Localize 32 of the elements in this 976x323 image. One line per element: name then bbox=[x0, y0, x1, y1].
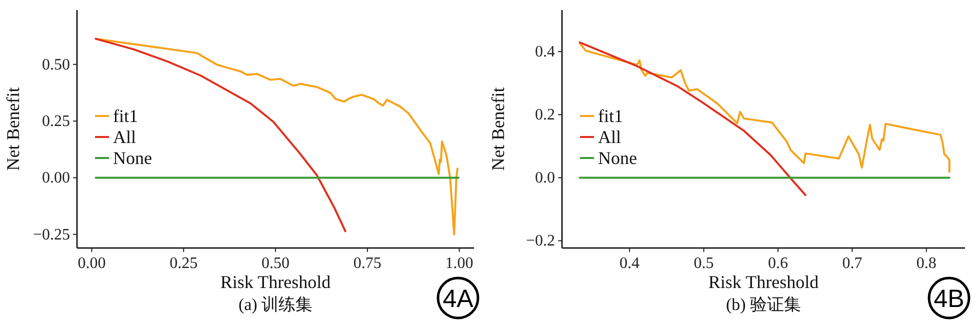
y-tick-label: 0.0 bbox=[535, 170, 555, 187]
y-tick-label: 0.25 bbox=[42, 113, 70, 130]
legend-label: fit1 bbox=[113, 106, 138, 126]
y-axis-title: Net Benefit bbox=[488, 87, 508, 171]
y-tick-label: −0.25 bbox=[32, 226, 70, 244]
text: 4B bbox=[934, 285, 964, 313]
y-tick-label: 0.00 bbox=[42, 170, 70, 187]
y-tick-label: −0.2 bbox=[526, 232, 555, 250]
x-tick-label: 0.7 bbox=[842, 255, 862, 272]
y-tick-label: 0.4 bbox=[535, 44, 555, 61]
y-tick-label: 0.50 bbox=[42, 56, 70, 74]
x-tick-label: 0.50 bbox=[262, 255, 290, 272]
legend-label: All bbox=[113, 127, 136, 147]
x-tick-label: 0.00 bbox=[78, 255, 106, 272]
x-tick-label: 1.00 bbox=[445, 255, 474, 272]
x-axis-title: Risk Threshold bbox=[220, 272, 331, 292]
legend-label: None bbox=[113, 148, 152, 168]
legend-label: fit1 bbox=[598, 106, 623, 126]
x-tick-label: 0.6 bbox=[768, 255, 788, 272]
y-axis-title: Net Benefit bbox=[3, 87, 23, 171]
y-tick-label: 0.2 bbox=[535, 106, 555, 124]
text: 4A bbox=[442, 285, 474, 313]
text: (b) 验证集 bbox=[726, 295, 802, 314]
x-axis-title: Risk Threshold bbox=[708, 272, 819, 292]
x-tick-label: 0.75 bbox=[353, 255, 382, 272]
x-tick-label: 0.25 bbox=[170, 255, 198, 272]
x-tick-label: 0.4 bbox=[620, 255, 640, 272]
x-tick-label: 0.8 bbox=[916, 255, 936, 272]
x-tick-label: 0.5 bbox=[694, 255, 714, 272]
text: (a) 训练集 bbox=[238, 295, 313, 314]
legend-label: None bbox=[598, 148, 637, 168]
legend-label: All bbox=[598, 127, 622, 147]
